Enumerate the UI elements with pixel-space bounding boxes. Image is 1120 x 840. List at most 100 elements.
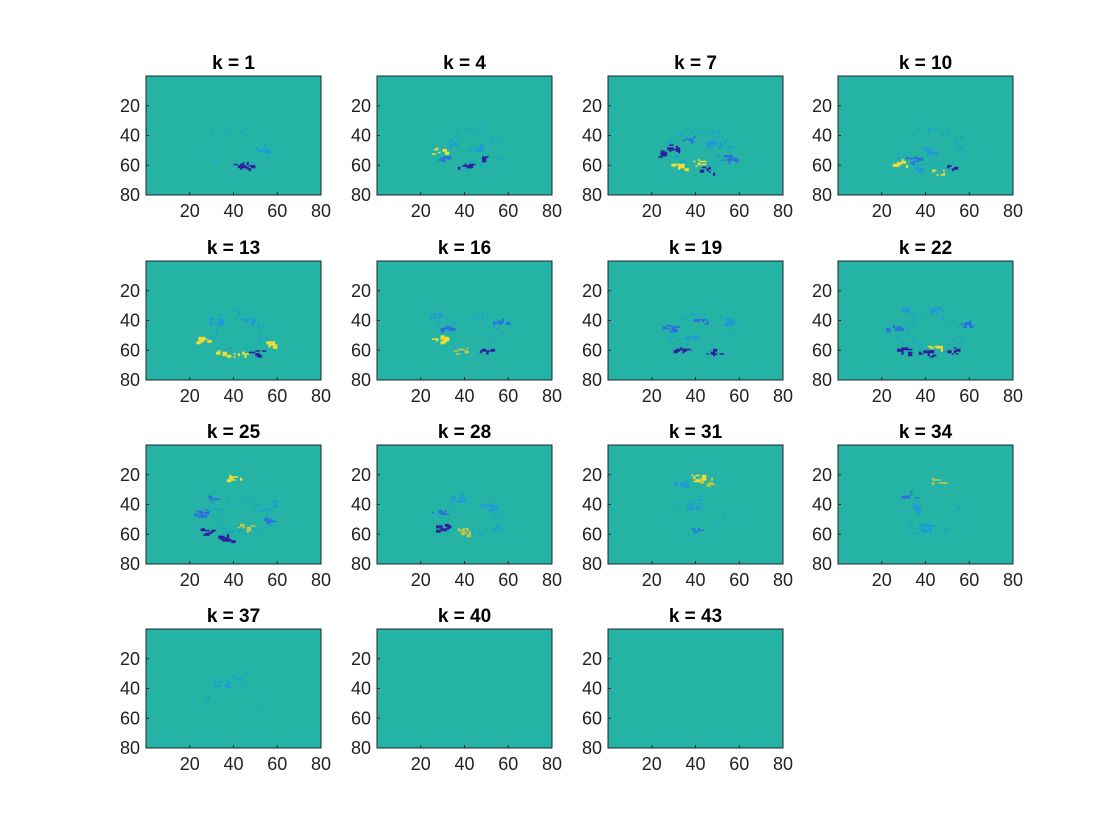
- subplot-title: k = 1: [212, 53, 255, 74]
- voxel: [259, 333, 262, 336]
- voxel: [686, 505, 689, 509]
- voxel: [899, 327, 904, 331]
- x-tick-label: 40: [223, 754, 243, 774]
- voxel: [264, 342, 267, 345]
- x-tick-label: 80: [773, 386, 793, 406]
- x-tick-label: 60: [267, 201, 287, 221]
- voxel: [266, 148, 269, 151]
- x-tick-label: 20: [642, 201, 662, 221]
- x-tick-label: 20: [180, 754, 200, 774]
- voxel: [501, 332, 504, 334]
- voxel: [962, 520, 965, 523]
- voxel: [673, 350, 678, 354]
- voxel: [734, 333, 738, 336]
- y-tick-label: 60: [351, 340, 371, 360]
- voxel: [455, 353, 461, 355]
- voxel: [921, 163, 924, 166]
- voxel: [706, 483, 709, 487]
- voxel: [708, 483, 711, 487]
- voxel: [209, 323, 214, 325]
- voxel: [444, 317, 447, 320]
- voxel: [951, 338, 954, 340]
- voxel: [671, 335, 674, 337]
- voxel: [960, 148, 963, 151]
- heatmap-field: [838, 261, 1013, 380]
- voxel: [270, 525, 273, 527]
- voxel: [710, 145, 713, 149]
- voxel: [721, 345, 724, 348]
- voxel: [901, 348, 904, 352]
- voxel: [667, 139, 670, 142]
- x-tick-label: 60: [729, 201, 749, 221]
- voxel: [693, 534, 696, 536]
- voxel: [475, 129, 478, 132]
- voxel: [713, 132, 716, 135]
- voxel: [916, 128, 919, 130]
- voxel: [693, 476, 696, 480]
- heatmap-voxels: [658, 126, 740, 176]
- voxel: [669, 150, 672, 152]
- y-tick-label: 40: [351, 495, 371, 515]
- voxel: [908, 348, 913, 351]
- voxel: [962, 329, 965, 331]
- voxel: [213, 507, 216, 509]
- voxel: [218, 511, 221, 514]
- voxel: [501, 528, 504, 530]
- voxel: [438, 313, 443, 315]
- voxel: [244, 320, 249, 322]
- voxel: [958, 507, 961, 509]
- voxel: [226, 685, 232, 689]
- voxel: [708, 171, 711, 173]
- voxel: [688, 507, 694, 511]
- voxel: [453, 495, 456, 499]
- voxel: [218, 350, 221, 352]
- voxel: [680, 162, 683, 164]
- voxel: [699, 498, 703, 501]
- voxel: [471, 160, 474, 163]
- y-tick-label: 60: [582, 340, 602, 360]
- voxel: [471, 163, 476, 166]
- voxel: [929, 310, 933, 314]
- voxel: [934, 307, 937, 311]
- voxel: [213, 504, 216, 506]
- voxel: [447, 324, 450, 327]
- voxel: [444, 528, 447, 532]
- heatmap-voxels: [205, 673, 267, 713]
- voxel: [903, 495, 908, 499]
- voxel: [218, 154, 221, 157]
- voxel: [943, 351, 946, 354]
- voxel: [198, 514, 203, 518]
- voxel: [237, 311, 241, 314]
- voxel: [466, 150, 469, 152]
- y-tick-label: 80: [120, 738, 140, 758]
- voxel: [259, 510, 262, 512]
- voxel: [940, 316, 943, 318]
- voxel: [691, 474, 694, 477]
- voxel: [216, 523, 219, 526]
- voxel: [719, 141, 722, 143]
- subplot-5: k = 13 20 40 60 80 20 40 60 80: [120, 238, 331, 406]
- voxel: [220, 314, 223, 317]
- voxel: [960, 135, 963, 137]
- voxel: [482, 159, 487, 163]
- voxel: [726, 321, 729, 325]
- voxel: [713, 172, 716, 176]
- voxel: [462, 497, 465, 499]
- voxel: [488, 134, 491, 136]
- y-tick-label: 20: [812, 465, 832, 485]
- voxel: [901, 138, 904, 140]
- voxel: [255, 508, 258, 511]
- voxel: [464, 163, 467, 167]
- subplot-7: k = 19 20 40 60 80 20 40 60 80: [582, 238, 793, 406]
- voxel: [444, 336, 450, 340]
- voxel: [266, 327, 269, 330]
- voxel: [438, 510, 441, 514]
- voxel: [226, 681, 230, 683]
- voxel: [918, 351, 922, 355]
- voxel: [246, 526, 251, 530]
- voxel: [200, 341, 203, 343]
- x-tick-label: 60: [498, 201, 518, 221]
- x-tick-label: 60: [729, 570, 749, 590]
- voxel: [495, 319, 498, 321]
- voxel: [684, 128, 687, 130]
